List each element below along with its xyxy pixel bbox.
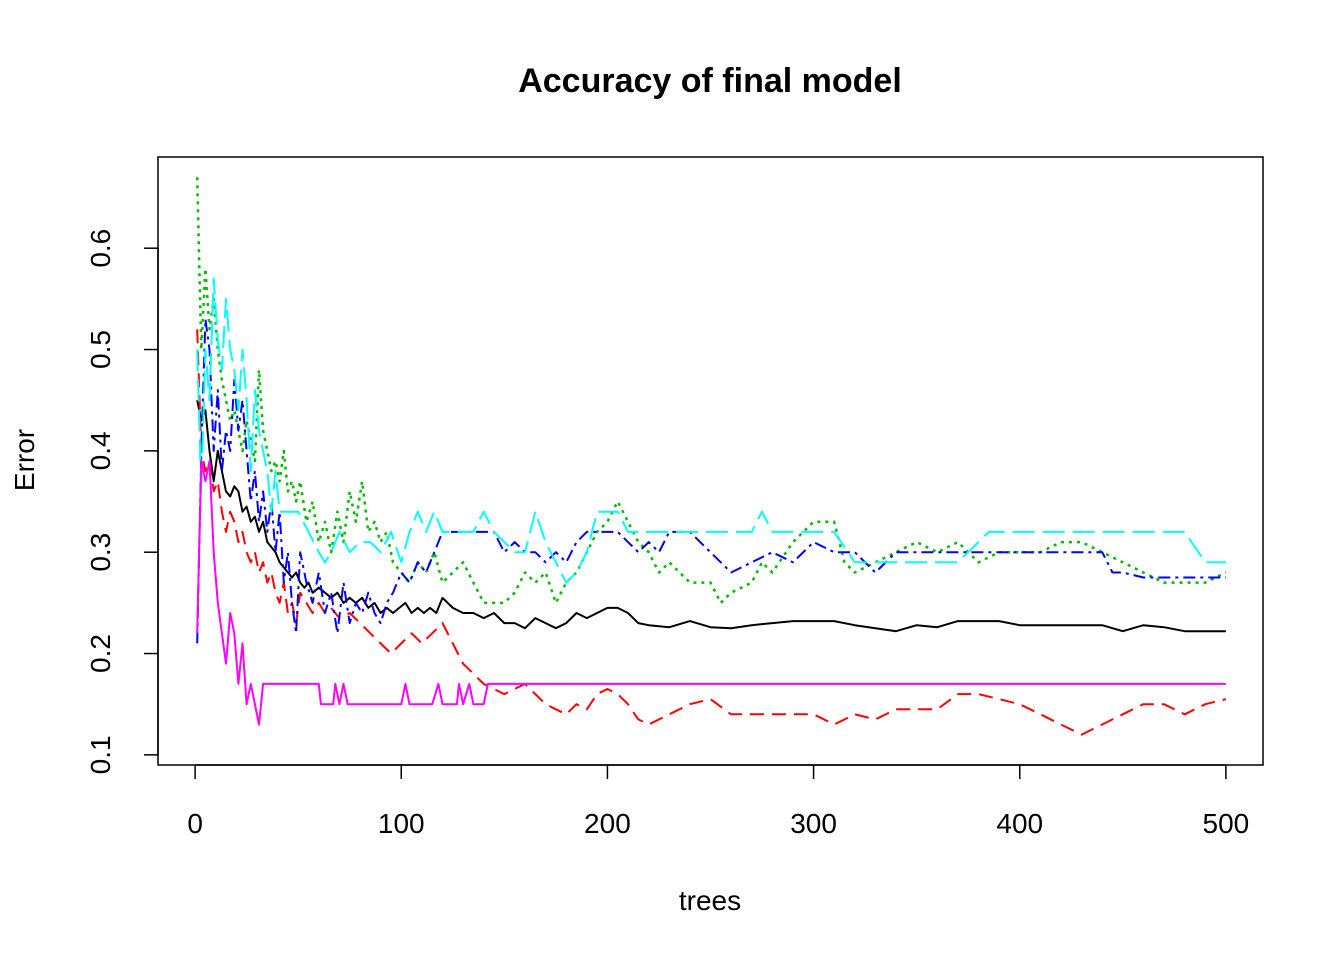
series-line-4 [196,318,1226,644]
chart-title: Accuracy of final model [518,62,902,100]
y-tick-label: 0.2 [85,634,116,673]
x-tick-label: 0 [187,808,203,839]
y-tick-label: 0.4 [85,431,116,470]
x-axis: 0 100 200 300 400 500 [187,764,1250,839]
x-tick-label: 300 [790,808,837,839]
series-line-5 [196,277,1226,584]
series-line-2 [196,329,1227,736]
y-tick-label: 0.1 [85,735,116,774]
series-line-6 [196,460,1226,726]
x-axis-label: trees [679,885,741,916]
series-line-1 [196,400,1226,633]
y-tick-label: 0.3 [85,533,116,572]
x-tick-label: 500 [1203,808,1250,839]
y-axis-label: Error [9,429,40,491]
y-tick-label: 0.6 [85,229,116,268]
x-tick-label: 100 [378,808,425,839]
y-axis: 0.1 0.2 0.3 0.4 0.5 0.6 [85,229,159,774]
series-line-3 [195,177,1227,605]
series-layer [195,177,1227,736]
x-tick-label: 200 [584,808,631,839]
x-tick-label: 400 [996,808,1043,839]
y-tick-label: 0.5 [85,330,116,369]
plot-frame [157,156,1264,766]
